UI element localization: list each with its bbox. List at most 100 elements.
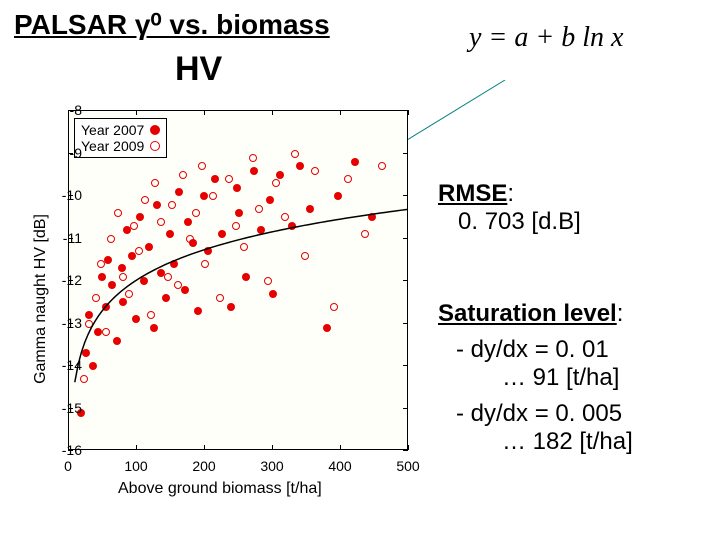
sat-value-1: … 91 [t/ha] [456, 364, 619, 391]
equation-text: y = a + b ln x [469, 22, 623, 54]
xtick-label: 400 [320, 458, 360, 474]
legend-marker-filled [150, 125, 160, 135]
ytick-label: -12 [52, 272, 82, 288]
data-point-2007 [162, 294, 170, 302]
data-point-2007 [250, 167, 258, 175]
data-point-2007 [89, 362, 97, 370]
data-point-2007 [194, 307, 202, 315]
data-point-2009 [301, 252, 309, 260]
data-point-2009 [198, 162, 206, 170]
data-point-2009 [85, 320, 93, 328]
data-point-2007 [200, 192, 208, 200]
ytick-label: -10 [52, 187, 82, 203]
data-point-2007 [108, 281, 116, 289]
data-point-2009 [344, 175, 352, 183]
data-point-2009 [201, 260, 209, 268]
data-point-2007 [102, 303, 110, 311]
chart-subtitle: HV [175, 50, 222, 89]
data-point-2009 [209, 192, 217, 200]
data-point-2009 [192, 209, 200, 217]
chart: Gamma naught HV [dB] Above ground biomas… [18, 100, 428, 500]
data-point-2009 [97, 260, 105, 268]
data-point-2009 [186, 235, 194, 243]
data-point-2007 [323, 324, 331, 332]
data-point-2007 [233, 184, 241, 192]
data-point-2007 [150, 324, 158, 332]
data-point-2007 [181, 286, 189, 294]
data-point-2009 [130, 222, 138, 230]
data-point-2009 [119, 273, 127, 281]
data-point-2007 [94, 328, 102, 336]
data-point-2009 [168, 201, 176, 209]
data-point-2009 [179, 171, 187, 179]
ytick-label: -13 [52, 315, 82, 331]
data-point-2009 [80, 375, 88, 383]
data-point-2007 [218, 230, 226, 238]
data-point-2007 [351, 158, 359, 166]
ytick-label: -11 [52, 230, 82, 246]
data-point-2009 [291, 150, 299, 158]
ytick-label: -14 [52, 357, 82, 373]
data-point-2009 [125, 290, 133, 298]
data-point-2007 [227, 303, 235, 311]
ytick-label: -8 [52, 102, 82, 118]
data-point-2007 [235, 209, 243, 217]
data-point-2007 [211, 175, 219, 183]
data-point-2009 [240, 243, 248, 251]
xtick-label: 200 [184, 458, 224, 474]
data-point-2009 [151, 179, 159, 187]
xtick-label: 0 [48, 458, 88, 474]
data-point-2007 [113, 337, 121, 345]
data-point-2007 [104, 256, 112, 264]
data-point-2009 [147, 311, 155, 319]
data-point-2007 [140, 277, 148, 285]
saturation-block: Saturation level: - dy/dx = 0. 01 … 91 [… [438, 300, 633, 456]
data-point-2009 [311, 167, 319, 175]
data-point-2007 [82, 349, 90, 357]
data-point-2007 [118, 264, 126, 272]
data-point-2009 [114, 209, 122, 217]
sat-deriv-1: - dy/dx = 0. 01 [456, 336, 609, 363]
sat-value-2: … 182 [t/ha] [456, 428, 633, 455]
sat-deriv-2: - dy/dx = 0. 005 [456, 400, 622, 427]
data-point-2007 [276, 171, 284, 179]
data-point-2007 [296, 162, 304, 170]
data-point-2007 [306, 205, 314, 213]
legend-item-2007: Year 2007 [81, 122, 160, 138]
data-point-2007 [166, 230, 174, 238]
saturation-label: Saturation level [438, 300, 617, 327]
data-point-2007 [242, 273, 250, 281]
data-point-2009 [164, 273, 172, 281]
xtick-label: 100 [116, 458, 156, 474]
legend: Year 2007 Year 2009 [74, 118, 167, 158]
data-point-2009 [264, 277, 272, 285]
ytick-label: -16 [52, 442, 82, 458]
data-point-2007 [170, 260, 178, 268]
page-title: PALSAR γ⁰ vs. biomass [14, 8, 330, 41]
data-point-2009 [102, 328, 110, 336]
rmse-label: RMSE [438, 180, 507, 207]
data-point-2007 [132, 315, 140, 323]
data-point-2007 [204, 247, 212, 255]
data-point-2007 [269, 290, 277, 298]
data-point-2009 [272, 179, 280, 187]
data-point-2009 [378, 162, 386, 170]
data-point-2009 [157, 218, 165, 226]
data-point-2009 [135, 247, 143, 255]
legend-marker-open [150, 141, 160, 151]
data-point-2007 [145, 243, 153, 251]
data-point-2009 [92, 294, 100, 302]
data-point-2007 [368, 213, 376, 221]
data-point-2007 [85, 311, 93, 319]
rmse-value: 0. 703 [d.B] [458, 208, 581, 235]
data-point-2007 [119, 298, 127, 306]
data-point-2007 [128, 252, 136, 260]
saturation-item-1: - dy/dx = 0. 01 … 91 [t/ha] [438, 336, 633, 392]
data-point-2009 [216, 294, 224, 302]
data-point-2009 [225, 175, 233, 183]
data-point-2009 [361, 230, 369, 238]
data-point-2007 [257, 226, 265, 234]
data-point-2007 [136, 213, 144, 221]
xtick-label: 300 [252, 458, 292, 474]
data-point-2009 [330, 303, 338, 311]
